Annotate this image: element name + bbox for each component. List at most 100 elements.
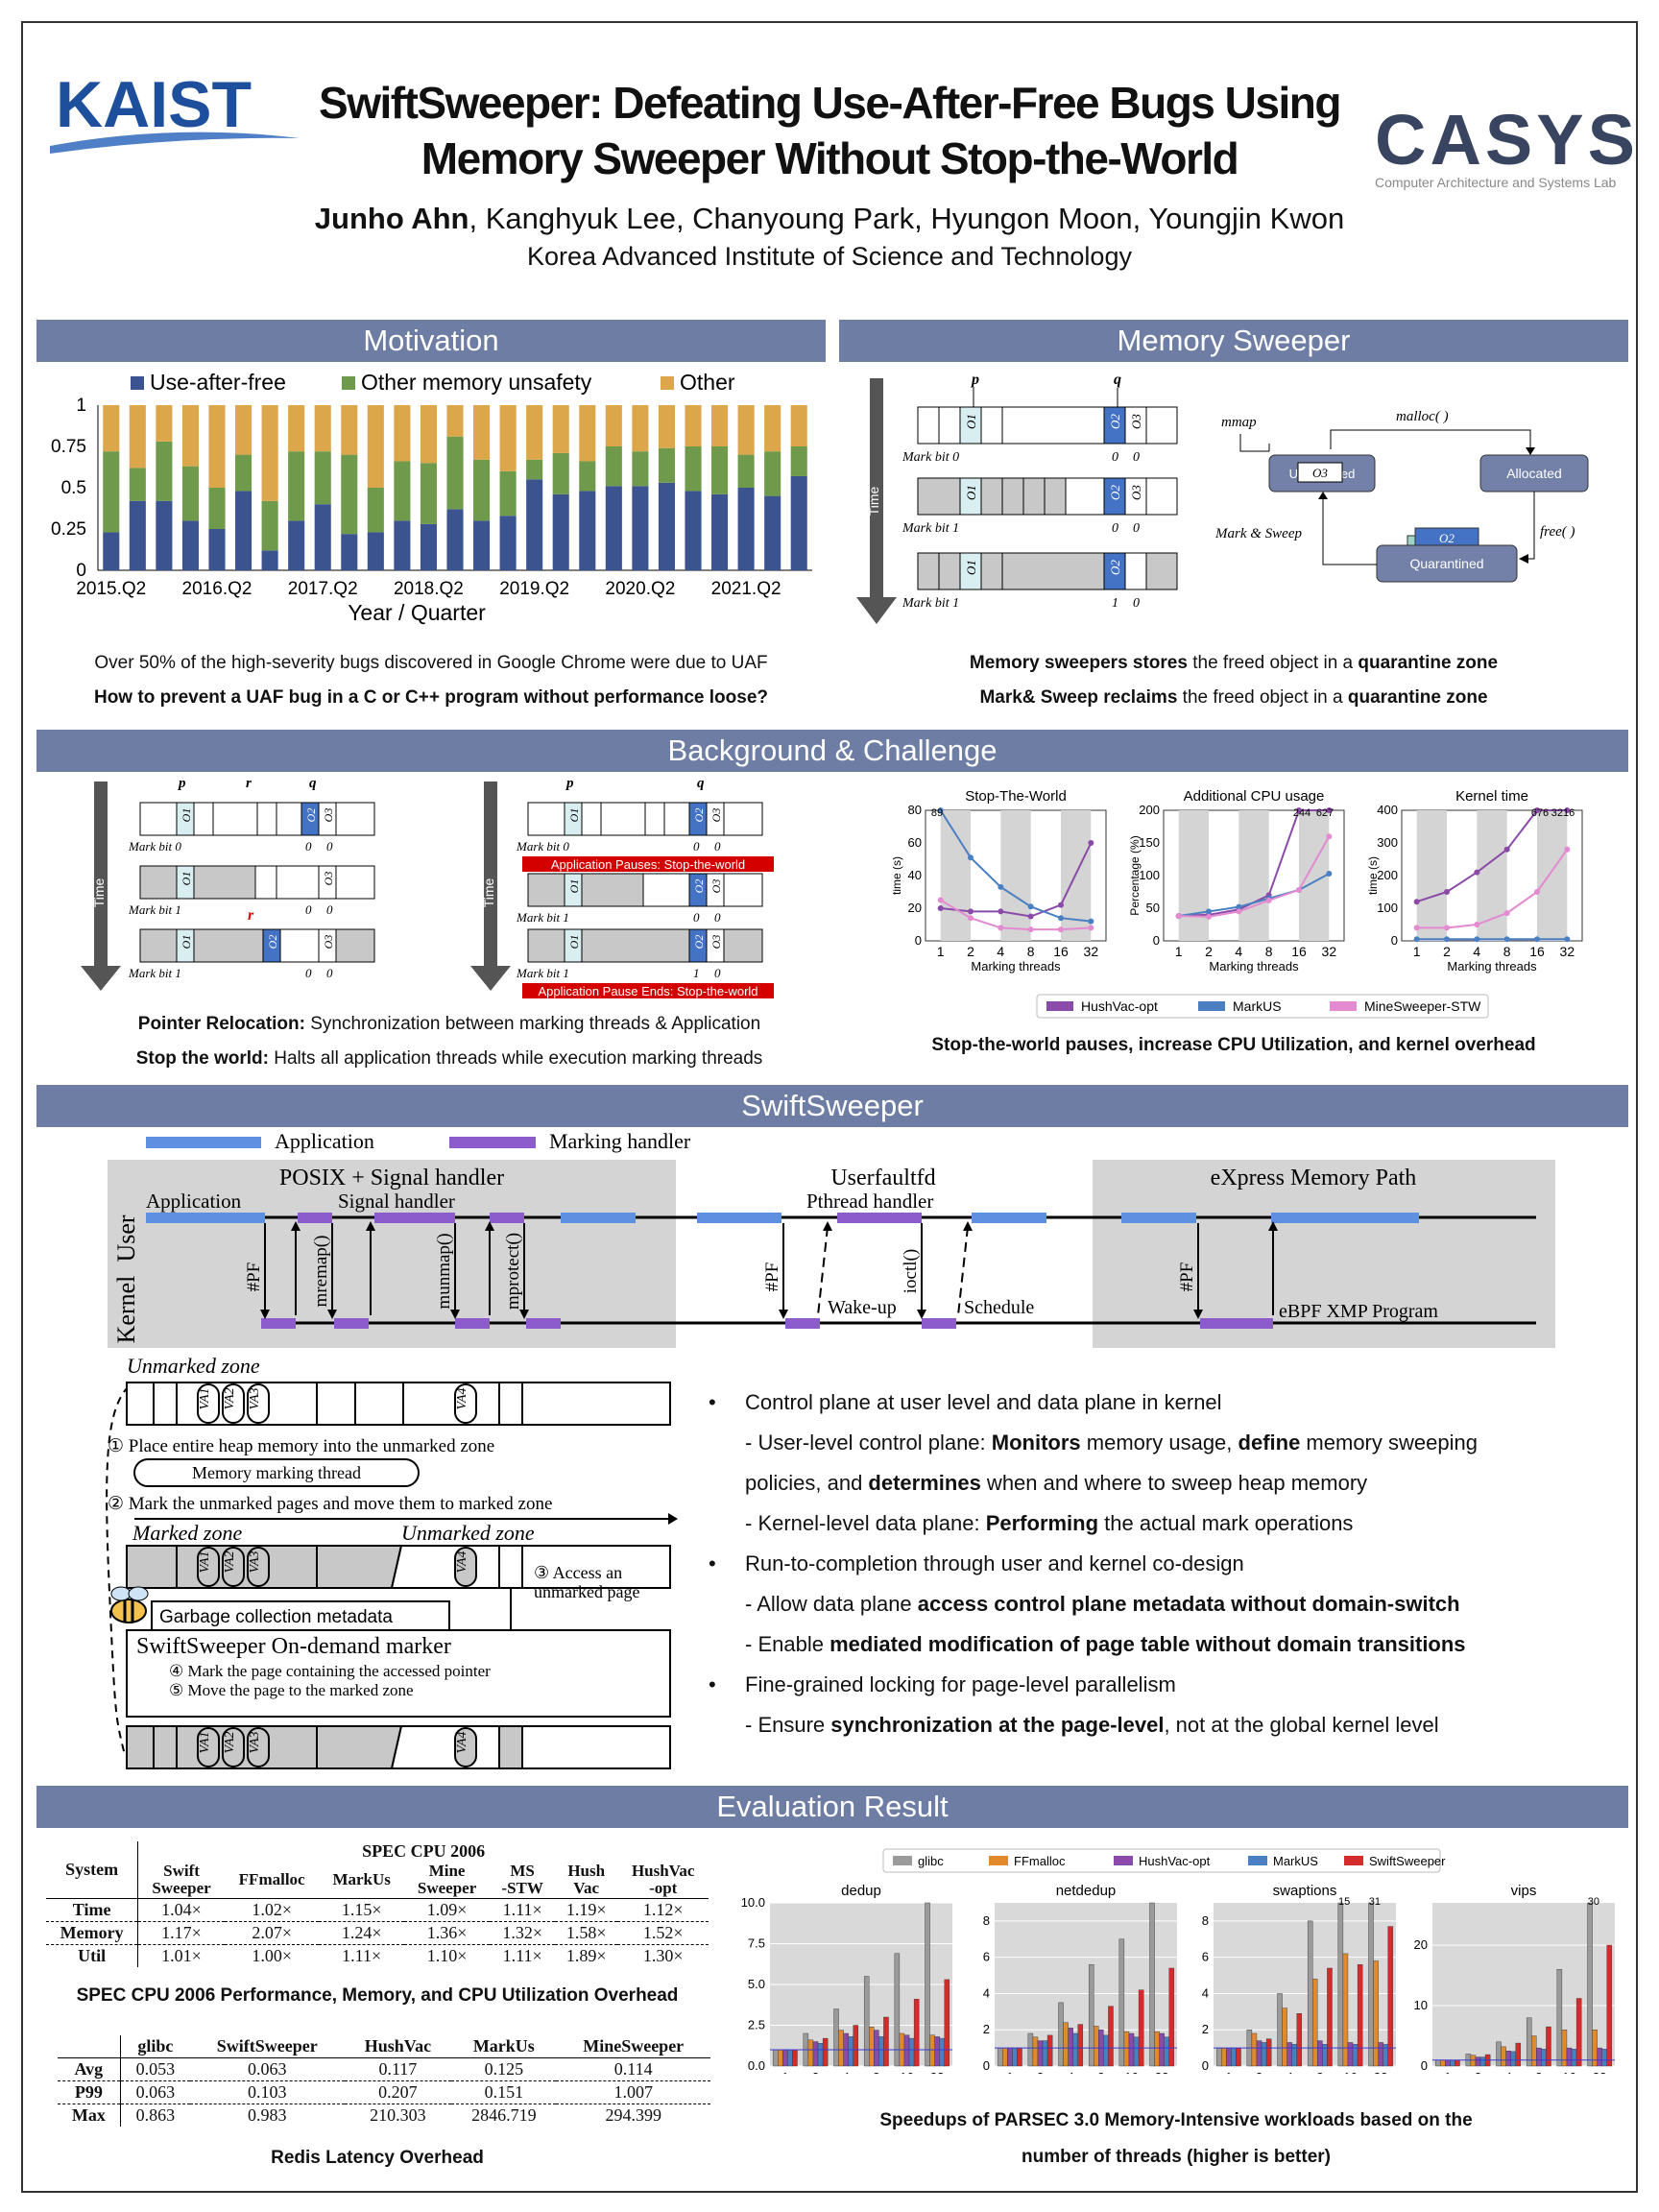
bar-segment bbox=[103, 532, 120, 570]
svg-text:eBPF XMP Program: eBPF XMP Program bbox=[1279, 1301, 1438, 1322]
bar bbox=[807, 2039, 814, 2067]
object-label: O1 bbox=[567, 935, 581, 950]
object-label: O2 bbox=[692, 935, 706, 950]
y-tick-label: 50 bbox=[1146, 901, 1160, 915]
affiliation: Korea Advanced Institute of Science and … bbox=[527, 242, 1132, 271]
x-tick-label: 16 bbox=[1343, 2070, 1357, 2074]
author-list: Junho Ahn, Kanghyuk Lee, Chanyoung Park,… bbox=[314, 202, 1345, 235]
bar bbox=[1541, 2049, 1547, 2067]
bar-segment bbox=[261, 550, 278, 570]
bar-segment bbox=[579, 491, 596, 570]
chart-title: swaptions bbox=[1273, 1883, 1337, 1899]
y-tick-label: 8 bbox=[983, 1913, 990, 1928]
x-tick-label: 8 bbox=[1265, 944, 1273, 959]
svg-text:O1: O1 bbox=[964, 560, 978, 575]
mark-value: 0 bbox=[305, 902, 312, 917]
object-label: O3 bbox=[322, 872, 335, 886]
y-tick-label: 0 bbox=[1202, 2058, 1209, 2073]
x-tick-label: 32 bbox=[1084, 944, 1099, 959]
series-point bbox=[1564, 807, 1571, 813]
parsec-caption-1: Speedups of PARSEC 3.0 Memory-Intensive … bbox=[879, 2110, 1473, 2130]
table-cell: 0.151 bbox=[484, 2082, 524, 2102]
bar bbox=[1455, 2059, 1460, 2067]
bar bbox=[1606, 1944, 1613, 2067]
legend-swatch bbox=[131, 376, 144, 390]
bar-segment bbox=[526, 459, 543, 480]
table-cell: 1.15× bbox=[341, 1900, 382, 1919]
legend-swatch bbox=[1046, 1001, 1073, 1011]
memory-cell bbox=[176, 928, 195, 963]
svg-text:O3: O3 bbox=[1129, 485, 1143, 500]
x-tick-label: 16 bbox=[1053, 944, 1069, 959]
memory-row-1: O1 O2 O3 Mark bit 0 0 0 bbox=[902, 406, 1178, 465]
bar bbox=[1505, 2051, 1511, 2067]
bar bbox=[853, 2025, 859, 2067]
series-point bbox=[998, 883, 1004, 890]
x-tick-label: 2 bbox=[812, 2070, 819, 2074]
series-point bbox=[1206, 908, 1212, 915]
bar bbox=[1037, 2040, 1044, 2067]
series-point bbox=[1503, 846, 1510, 853]
row-label: Avg bbox=[58, 2057, 121, 2081]
memory-cell bbox=[279, 928, 320, 963]
legend-swatch bbox=[893, 1856, 912, 1865]
y-tick-label: 0 bbox=[1391, 933, 1398, 948]
allocation-state-machine: mmap malloc( ) Unallocated O3 Allocated … bbox=[1214, 409, 1589, 583]
y-tick-label: 2 bbox=[983, 2022, 990, 2036]
pointer-p: p bbox=[565, 776, 574, 791]
svg-text:Mark bit 1: Mark bit 1 bbox=[902, 521, 959, 536]
value-annotation: 30 bbox=[1588, 1896, 1599, 1908]
bar-segment bbox=[473, 459, 491, 521]
table-cell: 2.07× bbox=[252, 1923, 292, 1942]
bullet-1-sub-2: - Kernel-level data plane: Performing th… bbox=[745, 1511, 1354, 1535]
series-point bbox=[1534, 807, 1540, 813]
page-label: VA1 bbox=[198, 1387, 212, 1409]
bar-segment bbox=[658, 405, 675, 448]
bar-segment bbox=[235, 491, 252, 570]
x-tick-label: 16 bbox=[1562, 2070, 1575, 2074]
legend-label: MineSweeper-STW bbox=[1364, 998, 1481, 1014]
memory-cell bbox=[527, 928, 763, 963]
bar-segment bbox=[446, 436, 464, 510]
table-cell: 0.103 bbox=[248, 2082, 287, 2102]
series-point bbox=[968, 854, 974, 861]
bullet-1: • Control plane at user level and data pl… bbox=[709, 1390, 1222, 1414]
table-cell: 1.00× bbox=[252, 1946, 292, 1965]
page-pill bbox=[222, 1547, 245, 1587]
bar bbox=[1510, 2051, 1516, 2067]
y-tick-label: 400 bbox=[1377, 803, 1398, 817]
y-tick-label: 1 bbox=[76, 396, 86, 416]
page-pill bbox=[454, 1383, 477, 1424]
background-caption-2: Stop the world: Halts all application th… bbox=[135, 1048, 763, 1069]
bar bbox=[894, 1953, 901, 2067]
bar-segment bbox=[552, 452, 569, 494]
bar-segment bbox=[658, 447, 675, 483]
y-axis-label: time (s) bbox=[893, 856, 903, 895]
bar-segment bbox=[156, 441, 173, 501]
bar bbox=[1546, 2026, 1551, 2067]
mark-bit-label: Mark bit 1 bbox=[516, 910, 569, 925]
mark-bit-label: Mark bit 0 bbox=[516, 839, 569, 854]
pointer-q: q bbox=[697, 776, 705, 791]
series-line bbox=[1178, 835, 1331, 918]
table-cell: 0.063 bbox=[248, 2059, 287, 2079]
table-cell: 1.52× bbox=[642, 1923, 684, 1942]
svg-text:KAIST: KAIST bbox=[56, 71, 252, 141]
bar-segment bbox=[156, 405, 173, 442]
pause-start-label: Application Pauses: Stop-the-world bbox=[551, 857, 745, 872]
object-label: O1 bbox=[180, 808, 193, 823]
page-label: VA3 bbox=[248, 1551, 262, 1573]
series-point bbox=[1027, 903, 1034, 910]
table-cell: 1.32× bbox=[502, 1923, 542, 1942]
x-tick-label: 2016.Q2 bbox=[182, 579, 252, 599]
page-pill bbox=[222, 1383, 245, 1424]
table-cell: 1.12× bbox=[642, 1900, 684, 1919]
mark-value: 0 bbox=[305, 966, 312, 980]
bar bbox=[1475, 2056, 1481, 2067]
bar bbox=[1058, 2002, 1064, 2067]
table-cell: 2846.719 bbox=[471, 2105, 537, 2125]
svg-text:Application: Application bbox=[146, 1190, 242, 1213]
pointer-r-relocated: r bbox=[248, 907, 254, 924]
bar bbox=[1501, 2046, 1506, 2067]
svg-text:mprotect(): mprotect() bbox=[503, 1233, 523, 1310]
